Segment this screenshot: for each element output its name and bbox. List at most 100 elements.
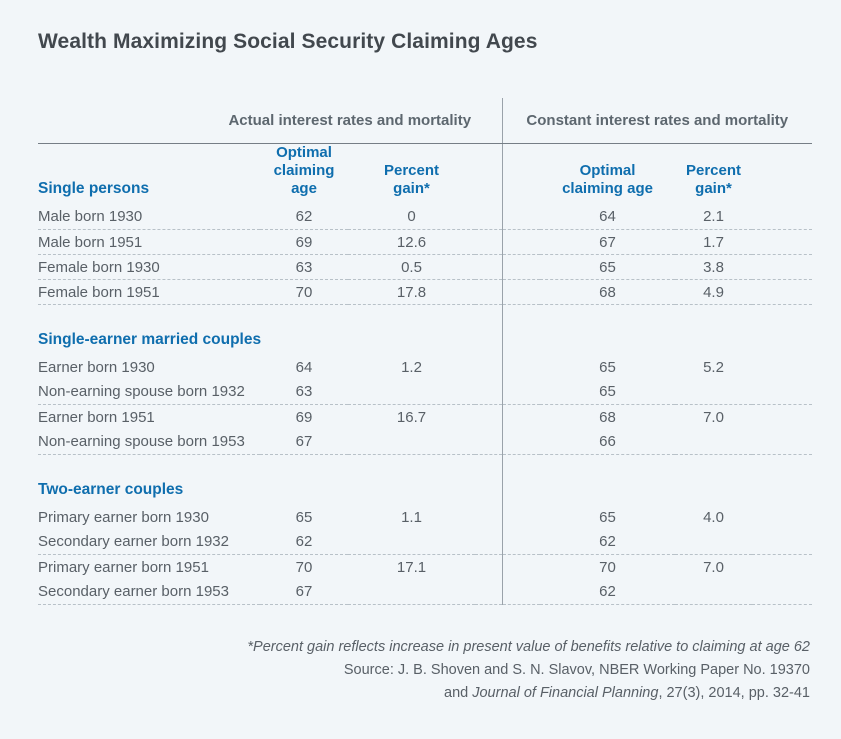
page-title: Wealth Maximizing Social Security Claimi… xyxy=(38,30,538,53)
gap-cell xyxy=(752,405,812,430)
spacer-cell xyxy=(501,304,813,321)
gap-cell xyxy=(752,505,812,530)
gap-cell xyxy=(501,204,541,230)
row-label: Earner born 1951 xyxy=(38,408,155,426)
spacer-cell xyxy=(501,320,813,355)
gap-cell xyxy=(475,229,503,255)
row-label: Secondary earner born 1932 xyxy=(38,529,260,555)
header-gap xyxy=(752,143,812,205)
gap-cell xyxy=(475,379,503,405)
gap-cell xyxy=(752,229,813,255)
gap-cell xyxy=(752,579,813,605)
cell-actual-optimal: 64 xyxy=(295,358,313,376)
cell-actual-optimal: 62 xyxy=(260,204,348,230)
cell-actual-gain: 1.2 xyxy=(401,358,422,376)
row-label: Non-earning spouse born 1932 xyxy=(38,379,260,405)
gap-cell xyxy=(752,529,813,555)
cell-constant-gain: 1.7 xyxy=(675,229,753,255)
gap-cell xyxy=(501,529,541,555)
cell-actual-gain xyxy=(348,379,475,405)
gap-cell xyxy=(475,204,503,230)
cell-actual-optimal: 67 xyxy=(260,579,348,605)
row-label: Primary earner born 1930 xyxy=(38,508,209,526)
cell-constant-optimal: 66 xyxy=(540,429,676,455)
cell-actual-optimal: 63 xyxy=(260,379,348,405)
gap-cell xyxy=(501,429,541,455)
gap-cell xyxy=(475,429,503,455)
table-row: Earner born 1951 69 16.7 68 7.0 xyxy=(38,404,812,430)
cell-constant-gain: 5.2 xyxy=(703,358,724,376)
row-label: Male born 1930 xyxy=(38,204,260,230)
cell-constant-gain: 2.1 xyxy=(675,204,753,230)
claiming-ages-table: Actual interest rates and mortality Cons… xyxy=(38,98,813,605)
row-label: Male born 1951 xyxy=(38,229,260,255)
cell-constant-optimal: 65 xyxy=(540,254,676,280)
gap-cell xyxy=(501,579,541,605)
cell-actual-optimal: 63 xyxy=(260,254,348,280)
section-title-single-persons: Single persons xyxy=(38,179,150,197)
row-label: Secondary earner born 1953 xyxy=(38,579,260,605)
column-header-constant-optimal: Optimal claiming age xyxy=(562,161,653,197)
row-label: Primary earner born 1951 xyxy=(38,558,209,576)
gap-cell xyxy=(752,379,813,405)
cell-actual-optimal: 69 xyxy=(295,408,313,426)
cell-actual-gain: 16.7 xyxy=(396,408,427,426)
section-title-row: Single-earner married couples xyxy=(38,320,813,355)
cell-constant-optimal: 68 xyxy=(599,408,616,426)
group-header-row: Actual interest rates and mortality Cons… xyxy=(38,98,813,144)
cell-actual-gain xyxy=(348,529,475,555)
cell-actual-optimal: 70 xyxy=(260,279,348,305)
cell-actual-gain: 0.5 xyxy=(348,254,475,280)
cell-actual-optimal: 62 xyxy=(260,529,348,555)
cell-actual-gain: 17.8 xyxy=(348,279,475,305)
claiming-ages-table-wrap: Actual interest rates and mortality Cons… xyxy=(38,98,813,605)
spacer-cell xyxy=(501,454,813,471)
cell-constant-optimal: 65 xyxy=(599,508,616,526)
table-row: Non-earning spouse born 1932 63 65 xyxy=(38,379,813,405)
gap-cell xyxy=(752,355,812,380)
column-header-constant-percent: Percent gain* xyxy=(686,161,742,197)
cell-constant-optimal: 62 xyxy=(540,579,676,605)
section-title-row: Two-earner couples xyxy=(38,470,813,505)
gap-cell xyxy=(752,555,812,580)
cell-actual-optimal: 65 xyxy=(295,508,313,526)
spacer-cell xyxy=(501,470,813,505)
cell-constant-optimal: 64 xyxy=(540,204,676,230)
gap-cell xyxy=(475,579,503,605)
group-header-actual: Actual interest rates and mortality xyxy=(38,98,503,144)
cell-constant-optimal: 67 xyxy=(540,229,676,255)
source-line-2: and Journal of Financial Planning, 27(3)… xyxy=(444,685,810,701)
cell-actual-gain xyxy=(348,429,475,455)
row-label: Female born 1930 xyxy=(38,254,260,280)
gap-cell xyxy=(752,254,813,280)
table-row: Non-earning spouse born 1953 67 66 xyxy=(38,429,813,455)
source-line-1: Source: J. B. Shoven and S. N. Slavov, N… xyxy=(343,662,810,678)
cell-actual-gain: 17.1 xyxy=(396,558,427,576)
cell-constant-gain xyxy=(675,379,753,405)
table-row: Secondary earner born 1932 62 62 xyxy=(38,529,813,555)
gap-cell xyxy=(475,405,502,430)
cell-constant-gain: 4.0 xyxy=(703,508,724,526)
table-row: Female born 1930 63 0.5 65 3.8 xyxy=(38,254,813,280)
cell-actual-optimal: 70 xyxy=(295,558,313,576)
gap-cell xyxy=(501,554,541,580)
table-row: Secondary earner born 1953 67 62 xyxy=(38,579,813,605)
group-header-constant: Constant interest rates and mortality xyxy=(501,98,813,144)
header-gap xyxy=(501,143,541,205)
table-row: Male born 1930 62 0 64 2.1 xyxy=(38,204,813,230)
column-header-actual-percent: Percent gain* xyxy=(383,161,440,197)
spacer-cell xyxy=(38,455,502,471)
cell-actual-gain xyxy=(348,579,475,605)
gap-cell xyxy=(475,529,503,555)
cell-constant-gain: 7.0 xyxy=(703,558,724,576)
section-title: Two-earner couples xyxy=(38,480,184,498)
source-note: *Percent gain reflects increase in prese… xyxy=(247,636,810,705)
table-row: Primary earner born 1930 65 1.1 65 4.0 xyxy=(38,504,812,530)
table-row: Earner born 1930 64 1.2 65 5.2 xyxy=(38,354,812,380)
cell-actual-optimal: 67 xyxy=(260,429,348,455)
table-row: Male born 1951 69 12.6 67 1.7 xyxy=(38,229,813,255)
gap-cell xyxy=(501,504,541,530)
cell-constant-optimal: 65 xyxy=(599,358,616,376)
gap-cell xyxy=(501,379,541,405)
gap-cell xyxy=(752,204,813,230)
